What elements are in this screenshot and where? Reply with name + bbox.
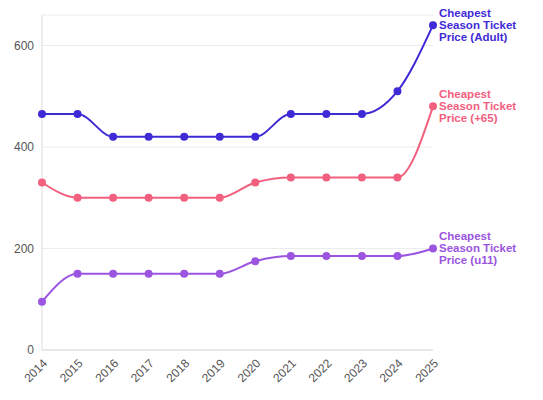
- svg-text:200: 200: [14, 242, 34, 256]
- svg-text:2021: 2021: [270, 356, 299, 385]
- svg-text:2014: 2014: [21, 356, 50, 385]
- svg-text:2024: 2024: [377, 356, 406, 385]
- svg-text:CheapestSeason TicketPrice (u1: CheapestSeason TicketPrice (u11): [439, 230, 516, 266]
- svg-text:400: 400: [14, 140, 34, 154]
- svg-text:2018: 2018: [164, 356, 193, 385]
- svg-text:2016: 2016: [92, 356, 121, 385]
- svg-text:2015: 2015: [57, 356, 86, 385]
- svg-text:0: 0: [27, 343, 34, 357]
- svg-text:2019: 2019: [199, 356, 228, 385]
- svg-text:2023: 2023: [341, 356, 370, 385]
- svg-text:2020: 2020: [235, 356, 264, 385]
- svg-text:600: 600: [14, 39, 34, 53]
- svg-text:CheapestSeason TicketPrice (+6: CheapestSeason TicketPrice (+65): [439, 88, 516, 124]
- svg-text:2022: 2022: [306, 356, 335, 385]
- svg-text:2025: 2025: [412, 356, 441, 385]
- svg-text:2017: 2017: [128, 356, 157, 385]
- svg-text:CheapestSeason TicketPrice (Ad: CheapestSeason TicketPrice (Adult): [439, 7, 516, 43]
